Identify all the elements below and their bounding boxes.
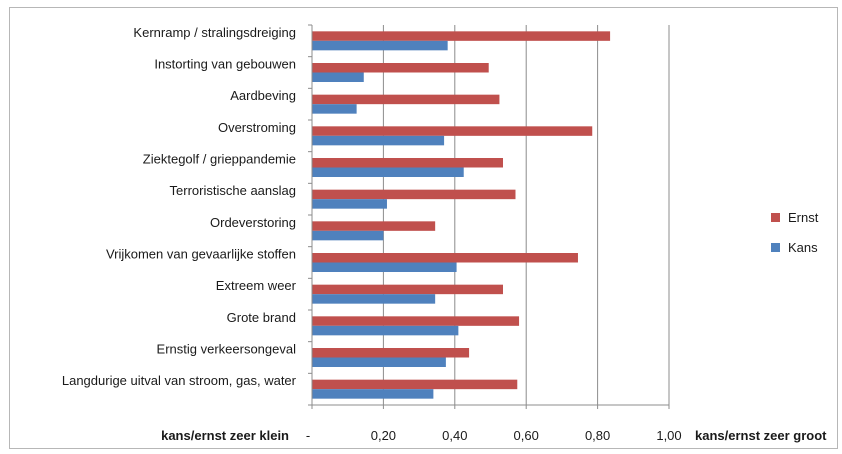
- category-label: Langdurige uitval van stroom, gas, water: [62, 373, 297, 388]
- bars: [312, 31, 611, 399]
- category-label: Terroristische aanslag: [170, 183, 296, 198]
- bar-kans: [312, 40, 448, 51]
- bar-kans: [312, 325, 459, 336]
- legend-label-ernst: Ernst: [788, 210, 819, 225]
- bar-ernst: [312, 221, 436, 231]
- bar-kans: [312, 72, 364, 82]
- x-tick-label: 1,00: [656, 428, 681, 443]
- bar-kans: [312, 199, 387, 209]
- category-label: Extreem weer: [216, 278, 297, 293]
- bar-ernst: [312, 253, 578, 263]
- chart-area: Kernramp / stralingsdreiging Instorting v…: [9, 7, 838, 449]
- category-label: Instorting van gebouwen: [154, 57, 296, 72]
- legend: Ernst Kans: [771, 210, 819, 255]
- category-label: Ordeverstoring: [210, 215, 296, 230]
- bar-kans: [312, 135, 445, 146]
- bar-ernst: [312, 126, 593, 136]
- x-tick-labels: - 0,20 0,40 0,60 0,80 1,00: [306, 428, 682, 443]
- legend-swatch-kans: [771, 243, 780, 252]
- category-label: Kernramp / stralingsdreiging: [133, 25, 296, 40]
- bar-ernst: [312, 31, 611, 41]
- x-tick-label: 0,60: [514, 428, 539, 443]
- legend-label-kans: Kans: [788, 240, 818, 255]
- bar-kans: [312, 262, 457, 272]
- axes: [308, 24, 670, 409]
- x-tick-label: 0,80: [585, 428, 610, 443]
- bar-kans: [312, 104, 357, 114]
- bar-ernst: [312, 63, 489, 73]
- bar-kans: [312, 230, 384, 241]
- bar-chart: Kernramp / stralingsdreiging Instorting v…: [62, 24, 827, 443]
- bar-ernst: [312, 158, 503, 168]
- bar-ernst: [312, 348, 470, 358]
- category-label: Vrijkomen van gevaarlijke stoffen: [106, 247, 296, 262]
- x-axis-left-label: kans/ernst zeer klein: [161, 428, 289, 443]
- gridlines: [382, 25, 670, 405]
- x-tick-label: 0,20: [371, 428, 396, 443]
- bar-ernst: [312, 94, 500, 105]
- x-tick-label: 0,40: [442, 428, 467, 443]
- bar-kans: [312, 389, 434, 399]
- bar-ernst: [312, 316, 520, 326]
- category-labels: Kernramp / stralingsdreiging Instorting v…: [62, 25, 297, 388]
- category-label: Ernstig verkeersongeval: [157, 342, 297, 357]
- category-label: Grote brand: [227, 310, 296, 325]
- bar-ernst: [312, 284, 503, 295]
- legend-swatch-ernst: [771, 213, 780, 222]
- bar-kans: [312, 294, 436, 304]
- category-label: Overstroming: [218, 120, 296, 135]
- bar-kans: [312, 167, 464, 177]
- category-label: Aardbeving: [230, 88, 296, 103]
- bar-ernst: [312, 189, 516, 200]
- bar-kans: [312, 357, 446, 367]
- x-tick-label: -: [306, 428, 310, 443]
- x-axis-right-label: kans/ernst zeer groot: [695, 428, 827, 443]
- category-label: Ziektegolf / grieppandemie: [143, 152, 296, 167]
- bar-ernst: [312, 379, 518, 390]
